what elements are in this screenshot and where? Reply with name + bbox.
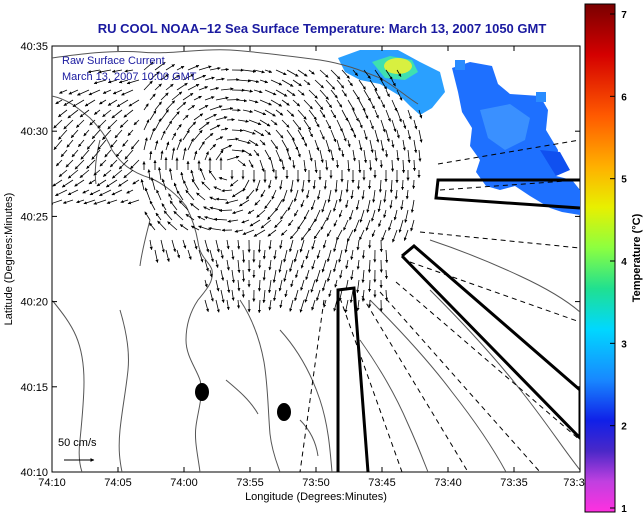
x-axis-label: Longitude (Degrees:Minutes) <box>245 491 387 503</box>
marker-dot <box>277 403 291 421</box>
y-tick-label: 40:10 <box>20 467 48 479</box>
colorbar-tick-label: 6 <box>621 92 627 103</box>
colorbar-tick-label: 1 <box>621 504 627 515</box>
x-tick-label: 73:3 <box>563 477 584 489</box>
current-vector <box>260 260 261 268</box>
overlay-line2: March 13, 2007 10:00 GMT <box>62 71 197 83</box>
colorbar-tick-label: 5 <box>621 175 627 186</box>
x-tick-label: 73:45 <box>368 477 396 489</box>
overlay-line1: Raw Surface Current <box>62 55 165 67</box>
y-tick-label: 40:25 <box>20 211 48 223</box>
x-tick-label: 73:50 <box>302 477 330 489</box>
marker-dot <box>195 383 209 401</box>
x-tick-label: 74:05 <box>104 477 132 489</box>
colorbar-label: Temperature (°C) <box>631 213 643 302</box>
y-tick-label: 40:20 <box>20 297 48 309</box>
x-tick-label: 73:55 <box>236 477 264 489</box>
colorbar-tick-label: 2 <box>621 422 627 433</box>
colorbar-tick-label: 4 <box>621 257 627 268</box>
x-tick-label: 73:35 <box>500 477 528 489</box>
colorbar-tick-label: 3 <box>621 339 627 350</box>
current-vector <box>381 160 382 168</box>
map-title: RU COOL NOAA−12 Sea Surface Temperature:… <box>98 21 547 36</box>
x-tick-label: 73:40 <box>434 477 462 489</box>
current-vector <box>227 100 239 101</box>
y-tick-label: 40:15 <box>20 382 48 394</box>
current-vector <box>243 290 244 298</box>
scale-label: 50 cm/s <box>58 437 97 449</box>
colorbar <box>585 4 615 512</box>
current-vector <box>227 120 235 121</box>
colorbar-tick-label: 7 <box>621 10 627 21</box>
y-tick-label: 40:35 <box>20 41 48 53</box>
y-axis-label: Latitude (Degrees:Minutes) <box>3 193 15 326</box>
current-vector <box>414 180 415 189</box>
y-tick-label: 40:30 <box>20 126 48 138</box>
x-tick-label: 74:00 <box>170 477 198 489</box>
